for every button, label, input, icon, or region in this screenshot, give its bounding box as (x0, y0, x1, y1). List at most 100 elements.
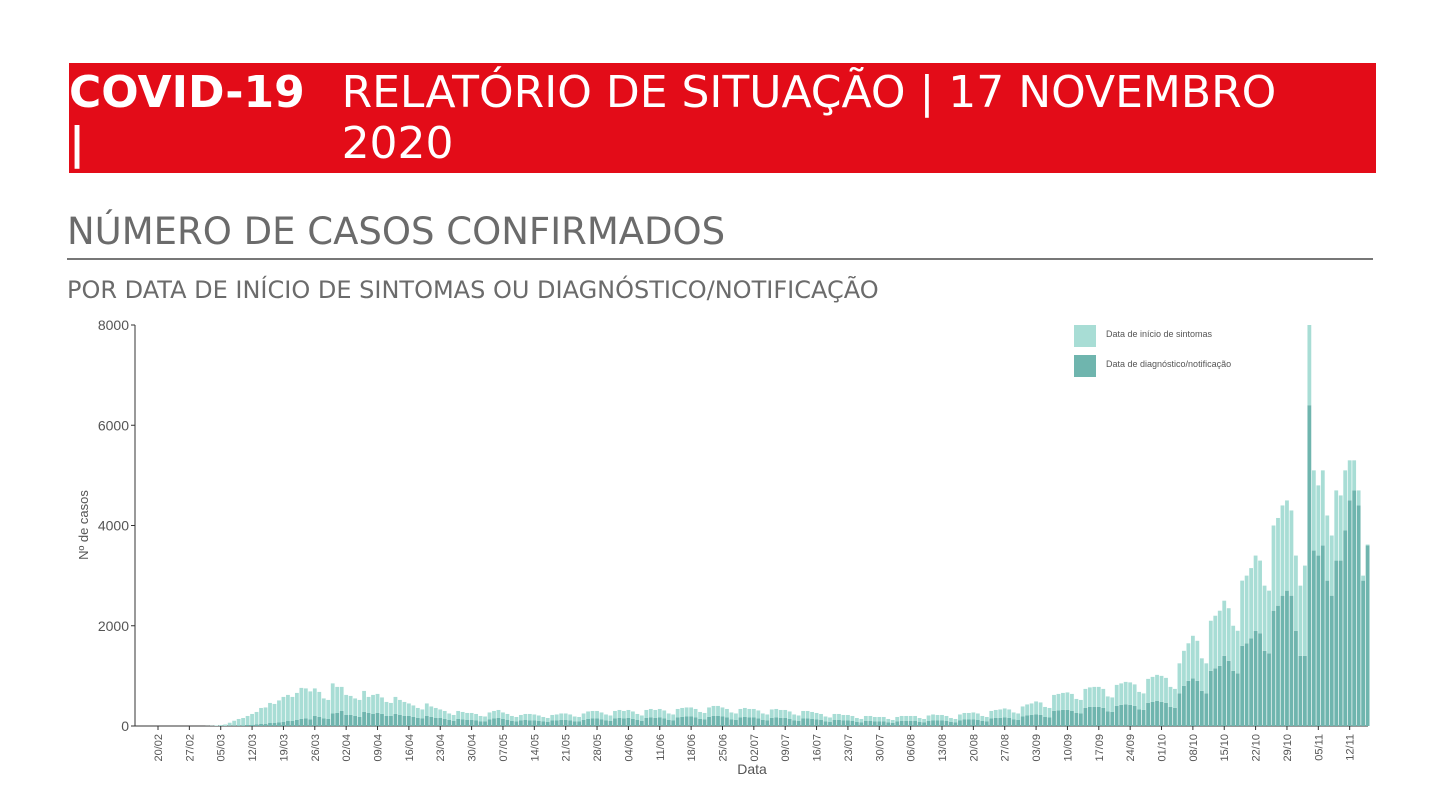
bar (1195, 680, 1200, 726)
bar (720, 707, 725, 717)
bar (581, 713, 586, 720)
bar (1065, 709, 1070, 726)
bar (568, 714, 573, 721)
legend-swatch (1074, 355, 1096, 377)
bar (792, 720, 797, 726)
bar (913, 715, 918, 721)
bar (666, 713, 671, 720)
bar (469, 719, 474, 726)
bar (922, 718, 926, 723)
bar (550, 714, 555, 721)
bar (604, 714, 608, 721)
bar (272, 703, 277, 723)
bar (1204, 663, 1209, 694)
bar (657, 708, 662, 718)
bar (447, 713, 452, 720)
bar (523, 713, 528, 720)
bar (819, 713, 823, 720)
bar (935, 714, 940, 721)
y-tick-label: 6000 (98, 417, 129, 433)
bar (796, 715, 801, 721)
bar (971, 712, 976, 720)
bar (214, 725, 219, 726)
bar (1029, 714, 1034, 726)
bar (837, 713, 841, 720)
bar (689, 716, 694, 726)
bar (1325, 515, 1330, 581)
bar (1105, 696, 1110, 712)
bar (469, 712, 474, 720)
bar (303, 688, 308, 719)
bar (1294, 555, 1298, 631)
bar (751, 717, 756, 726)
bar (984, 716, 989, 722)
bar (326, 699, 331, 719)
bar (626, 717, 631, 726)
bar (299, 687, 304, 719)
bar (1061, 692, 1065, 710)
bar (1007, 709, 1012, 718)
bar (1038, 714, 1043, 726)
bar (1164, 677, 1168, 703)
bar (456, 718, 461, 726)
bar (1276, 605, 1280, 726)
x-tick-label: 06/08 (906, 734, 918, 762)
bar (389, 702, 393, 716)
x-tick-label: 27/02 (184, 734, 196, 762)
bar (415, 707, 420, 718)
bar (1258, 560, 1262, 634)
bar (671, 720, 676, 726)
bar (734, 713, 738, 720)
x-tick-label: 16/07 (812, 734, 824, 762)
bar (926, 715, 931, 721)
x-tick-label: 16/04 (404, 734, 416, 762)
bar (886, 718, 891, 723)
bar (286, 694, 290, 721)
bar (1065, 692, 1070, 710)
bar (496, 709, 501, 718)
bar (1146, 678, 1150, 703)
bar (1235, 630, 1240, 674)
bar (639, 715, 644, 721)
bar (823, 716, 828, 722)
bar (487, 712, 492, 720)
bar (1325, 580, 1330, 726)
x-tick-label: 10/09 (1062, 734, 1074, 762)
legend-swatch (1074, 325, 1096, 347)
bar (572, 716, 577, 722)
bar (1150, 701, 1155, 726)
bar (859, 722, 864, 726)
bar (478, 721, 483, 726)
bar (326, 718, 331, 726)
bar (308, 691, 313, 720)
bar (617, 709, 622, 718)
x-tick-label: 09/07 (780, 734, 792, 762)
bar (1267, 653, 1271, 726)
x-tick-label: 01/10 (1157, 734, 1169, 762)
bar (1253, 630, 1258, 726)
bar (518, 720, 523, 726)
bar (1159, 701, 1164, 726)
bar (1311, 470, 1316, 551)
bar (348, 714, 353, 726)
bar (460, 719, 465, 726)
bar (828, 717, 832, 722)
bar (1276, 517, 1280, 606)
bar (958, 714, 962, 721)
bar (1020, 706, 1025, 717)
x-tick-label: 03/09 (1031, 734, 1043, 762)
section-subheading: POR DATA DE INÍCIO DE SINTOMAS OU DIAGNÓ… (67, 276, 879, 304)
x-tick-label: 25/06 (717, 734, 729, 762)
bar (747, 717, 752, 726)
bar (1361, 580, 1366, 726)
bar (380, 697, 384, 714)
bar (1289, 595, 1294, 726)
bar (742, 716, 747, 726)
x-tick-label: 20/02 (153, 734, 165, 762)
bar (604, 720, 608, 726)
bar (801, 718, 806, 726)
bar (666, 719, 671, 726)
bar (635, 719, 640, 726)
bar (1101, 707, 1106, 726)
